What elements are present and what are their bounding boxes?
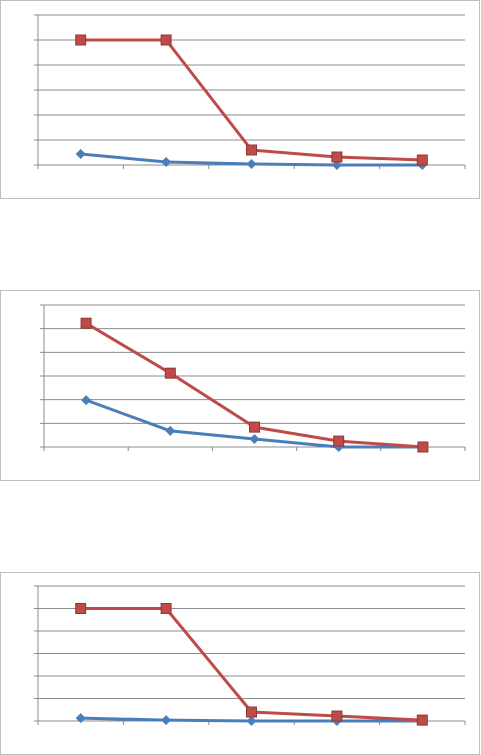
marker [249, 421, 260, 433]
marker [160, 34, 172, 46]
marker [246, 159, 257, 169]
chart-frame [0, 572, 480, 755]
marker [416, 714, 428, 726]
marker [75, 713, 86, 724]
marker [246, 716, 257, 726]
marker [164, 367, 176, 379]
marker [249, 433, 260, 444]
marker [165, 425, 176, 436]
marker [75, 603, 87, 614]
marker [75, 34, 87, 46]
marker [80, 317, 92, 329]
marker [161, 715, 172, 726]
marker [160, 603, 172, 614]
marker [81, 395, 92, 406]
marker [331, 710, 343, 722]
marker [246, 706, 257, 718]
marker [333, 435, 345, 447]
chart [0, 0, 480, 199]
marker [161, 157, 172, 167]
chart-frame [0, 0, 480, 199]
chart-frame [0, 290, 480, 481]
marker [331, 151, 343, 163]
chart [0, 290, 480, 481]
chart [0, 572, 480, 755]
marker [246, 144, 257, 156]
marker [416, 154, 428, 166]
marker [417, 441, 429, 453]
marker [75, 149, 86, 159]
